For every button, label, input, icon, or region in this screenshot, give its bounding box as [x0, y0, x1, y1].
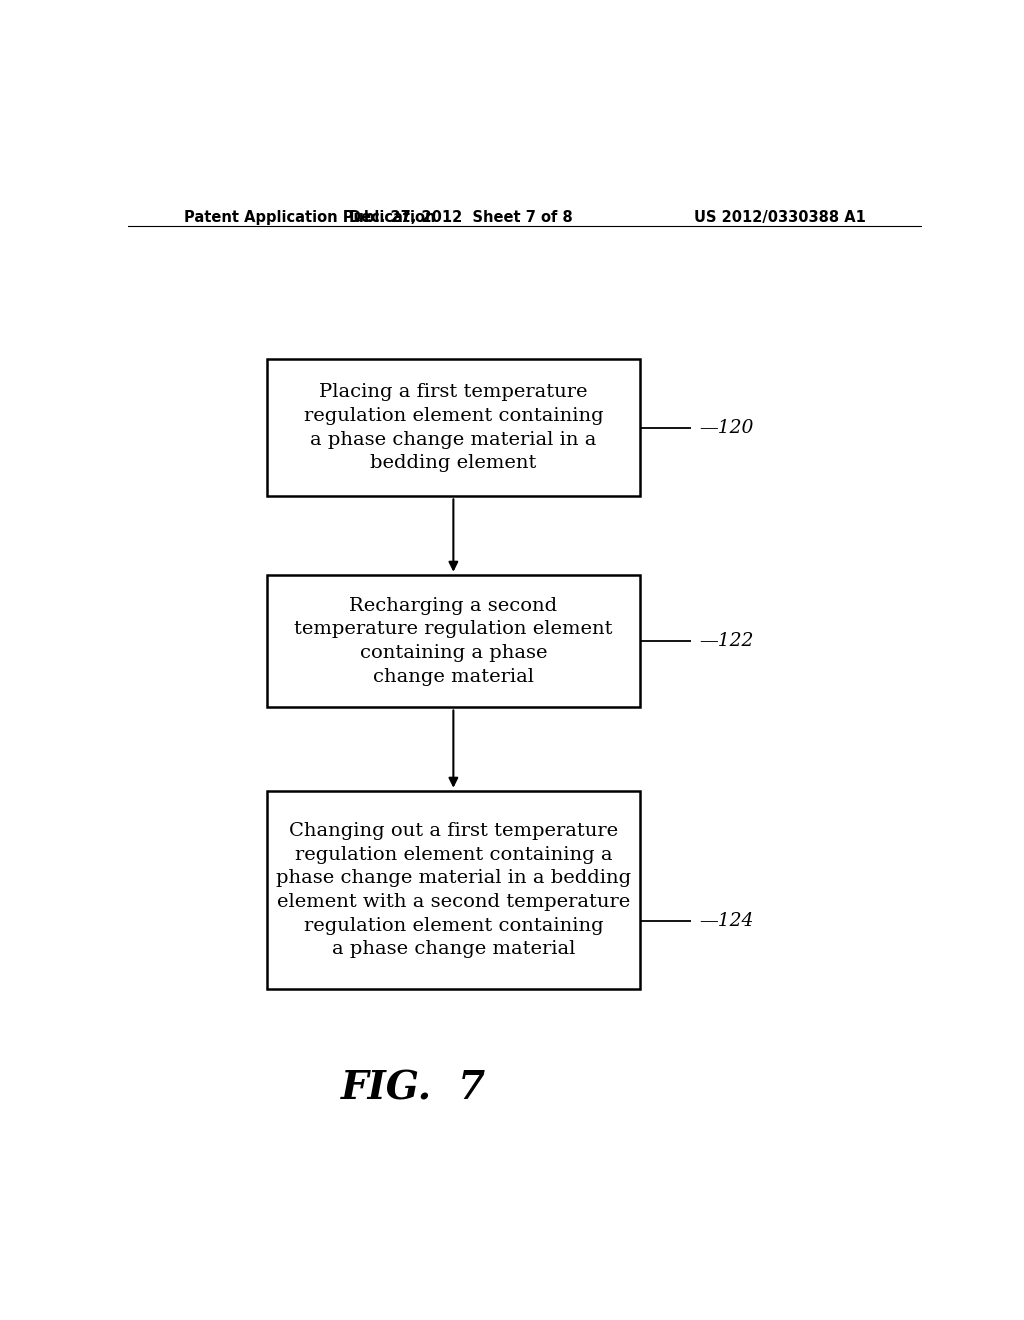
Text: Placing a first temperature
regulation element containing
a phase change materia: Placing a first temperature regulation e…	[303, 383, 603, 473]
Text: US 2012/0330388 A1: US 2012/0330388 A1	[694, 210, 866, 224]
Bar	[267, 576, 640, 708]
Text: FIG.  7: FIG. 7	[341, 1069, 486, 1107]
Text: Changing out a first temperature
regulation element containing a
phase change ma: Changing out a first temperature regulat…	[275, 822, 631, 958]
Text: Recharging a second
temperature regulation element
containing a phase
change mat: Recharging a second temperature regulati…	[294, 597, 612, 685]
Bar	[267, 359, 640, 496]
Text: —120: —120	[699, 418, 754, 437]
Bar	[267, 791, 640, 989]
Text: —122: —122	[699, 632, 754, 651]
Text: Dec. 27, 2012  Sheet 7 of 8: Dec. 27, 2012 Sheet 7 of 8	[349, 210, 573, 224]
Text: Patent Application Publication: Patent Application Publication	[183, 210, 435, 224]
Text: —124: —124	[699, 912, 754, 929]
